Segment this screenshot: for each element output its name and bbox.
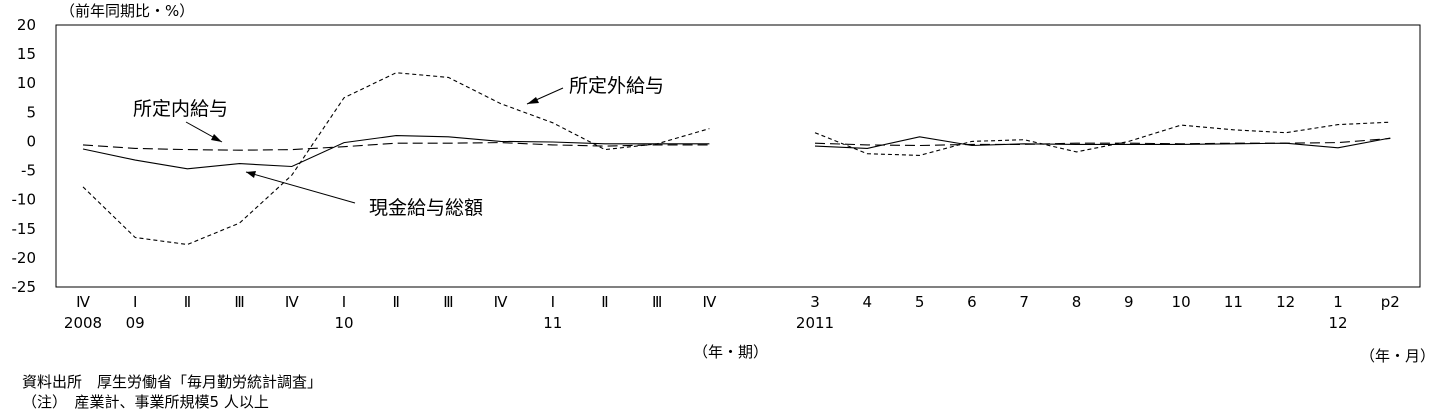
quarter-tick-label: Ⅲ	[652, 293, 662, 311]
quarter-tick-label: Ⅰ	[551, 293, 555, 311]
quarter-year-label: 10	[334, 314, 353, 332]
plot-area	[55, 24, 1421, 288]
quarter-tick-label: Ⅰ	[342, 293, 346, 311]
quarter-tick-label: Ⅳ	[494, 293, 508, 311]
quarter-tick-label: Ⅱ	[393, 293, 400, 311]
annotation-arrowhead-total	[246, 171, 256, 178]
y-axis-ticks: 20 15 10 5 0 -5 -10 -15 -20 -25	[12, 16, 37, 296]
quarter-tick-label: Ⅳ	[285, 293, 299, 311]
month-tick-label: 9	[1124, 293, 1134, 311]
annotation-overtime-pay: 所定外給与	[569, 75, 664, 97]
quarter-year-label: 11	[543, 314, 562, 332]
y-tick-label: 0	[26, 132, 36, 150]
quarter-tick-label: Ⅰ	[133, 293, 137, 311]
month-year-label: 2011	[796, 314, 834, 332]
series-line-2-monthly	[814, 137, 1391, 147]
y-tick-label: 5	[26, 103, 36, 121]
quarterly-axis-unit: （年・期）	[693, 343, 768, 361]
series-line-1-monthly	[814, 136, 1391, 149]
y-tick-label: 20	[17, 16, 36, 34]
y-tick-label: -10	[12, 191, 37, 209]
quarter-tick-label: Ⅳ	[702, 293, 716, 311]
x-axis-labels: Ⅳ Ⅰ Ⅱ Ⅲ Ⅳ Ⅰ Ⅱ Ⅲ Ⅳ Ⅰ Ⅱ Ⅲ Ⅳ 2008 09 10 11 3 4 5 6 7 8 9 10 11 12 1 p2 2…	[64, 293, 1400, 332]
quarter-tick-label: Ⅱ	[184, 293, 191, 311]
month-tick-label: 6	[967, 293, 977, 311]
y-tick-label: -5	[21, 162, 36, 180]
month-tick-label: 5	[915, 293, 925, 311]
annotation-total-cash-earnings: 現金給与総額	[369, 197, 483, 219]
annotation-scheduled-pay: 所定内給与	[133, 98, 228, 120]
y-tick-label: -25	[12, 278, 37, 296]
series-line-3-monthly	[814, 121, 1391, 156]
month-tick-label: 10	[1172, 293, 1191, 311]
annotation-arrowhead-scheduled	[211, 134, 222, 142]
y-tick-label: 15	[17, 45, 36, 63]
month-tick-label: 7	[1019, 293, 1029, 311]
quarter-tick-label: Ⅲ	[443, 293, 453, 311]
month-year-label: 12	[1328, 314, 1347, 332]
series-line-1-quarterly	[82, 135, 710, 170]
series-lines	[82, 72, 1391, 246]
source-note: 資料出所 厚生労働省「毎月勤労統計調査」	[22, 373, 323, 391]
monthly-axis-unit: （年・月）	[1360, 347, 1433, 365]
annotation-arrow-total	[245, 171, 356, 204]
month-tick-label: 1	[1333, 293, 1343, 311]
month-tick-label: 8	[1072, 293, 1082, 311]
quarter-tick-label: Ⅳ	[76, 293, 90, 311]
quarter-tick-label: Ⅲ	[234, 293, 244, 311]
quarter-year-label: 2008	[64, 314, 102, 332]
month-tick-label: 11	[1224, 293, 1243, 311]
month-tick-label: 4	[863, 293, 873, 311]
footnote: （注） 産業計、事業所規模5 人以上	[22, 393, 269, 411]
month-tick-label: 3	[810, 293, 820, 311]
unit-label: （前年同期比・%）	[60, 2, 194, 20]
annotation-arrowhead-overtime	[527, 97, 539, 104]
month-tick-label: p2	[1381, 293, 1400, 311]
y-tick-label: -15	[12, 220, 37, 238]
quarter-year-label: 09	[126, 314, 145, 332]
month-tick-label: 12	[1276, 293, 1295, 311]
y-tick-label: -20	[12, 249, 37, 267]
quarter-tick-label: Ⅱ	[601, 293, 608, 311]
series-annotations: 所定外給与 所定内給与 現金給与総額	[133, 75, 664, 219]
y-tick-label: 10	[17, 74, 36, 92]
